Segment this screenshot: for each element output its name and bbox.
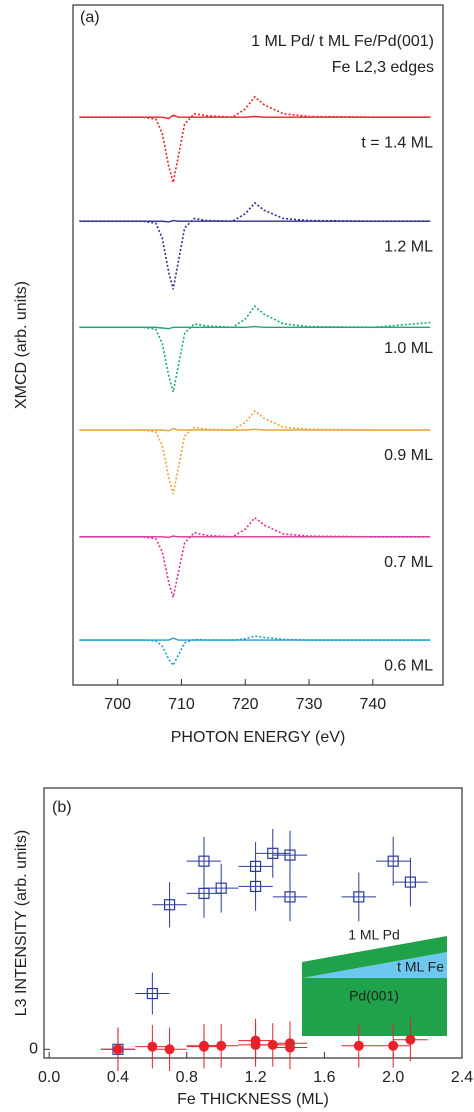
data-point: [112, 1044, 123, 1055]
data-point: [250, 1035, 261, 1046]
data-point: [198, 855, 210, 867]
data-point: [216, 1040, 227, 1051]
data-point: [284, 849, 296, 861]
x-axis-label: Fe THICKNESS (ML): [177, 1091, 329, 1108]
data-point: [147, 1041, 158, 1052]
spectrum-line: [79, 325, 431, 330]
x-tick-label: 2.4: [451, 1069, 473, 1086]
spectrum-line: [79, 305, 431, 393]
data-point: [267, 847, 279, 859]
title: 1 ML Pd/ t ML Fe/Pd(001): [251, 33, 434, 50]
panel-label: (a): [80, 9, 100, 26]
x-tick-label: 730: [296, 696, 323, 713]
inset-diagram: 1 ML Pd t ML Fe Pd(001): [302, 927, 447, 1036]
plot-frame: [43, 787, 463, 1059]
y-tick-label: 0: [29, 1041, 38, 1058]
x-tick-label: 1.2: [244, 1069, 266, 1086]
data-point: [405, 1034, 416, 1045]
data-point: [353, 1040, 364, 1051]
spectrum-line: [79, 637, 431, 641]
x-axis-label: PHOTON ENERGY (eV): [171, 729, 346, 746]
x-tick-label: 710: [168, 696, 195, 713]
inset-label: t ML Fe: [397, 959, 444, 975]
pd-overlayer: [302, 936, 447, 978]
data-point: [249, 880, 262, 893]
trace-label: 0.7 ML: [384, 554, 433, 571]
y-axis-label: L3 INTENSITY (arb. units): [13, 830, 30, 1016]
panel-label: (b): [52, 799, 72, 816]
data-point: [163, 899, 176, 911]
trace-label: 1.0 ML: [384, 340, 433, 357]
data-point: [388, 1040, 399, 1051]
spectrum-line: [79, 409, 431, 495]
data-point: [198, 1041, 209, 1052]
substrate: [302, 978, 447, 1036]
spectrum-line: [79, 427, 431, 432]
data-point: [215, 882, 227, 894]
spectrum-line: [79, 95, 431, 183]
data-point: [387, 855, 399, 867]
data-point: [353, 891, 365, 903]
spectrum-line: [79, 201, 431, 290]
trace-label: t = 1.4 ML: [361, 134, 433, 151]
data-point: [146, 987, 158, 1000]
data-point: [284, 891, 296, 903]
data-point: [284, 1042, 295, 1053]
spectrum-line: [79, 535, 431, 539]
trace-label: 0.6 ML: [384, 657, 433, 674]
spectrum-line: [79, 516, 431, 598]
data-point: [404, 876, 416, 888]
spectrum-line: [79, 219, 431, 223]
x-tick-label: 1.6: [313, 1069, 335, 1086]
y-axis-label: XMCD (arb. units): [13, 281, 30, 409]
x-tick-label: 0.4: [107, 1069, 129, 1086]
spectrum-line: [79, 114, 431, 120]
inset-label: 1 ML Pd: [348, 927, 400, 943]
data-point: [164, 1044, 175, 1055]
inset-label: Pd(001): [349, 988, 399, 1004]
x-tick-label: 0.0: [38, 1069, 60, 1086]
x-tick-label: 720: [232, 696, 259, 713]
x-tick-label: 740: [359, 696, 386, 713]
x-tick-label: 2.0: [382, 1069, 404, 1086]
x-tick-label: 700: [104, 696, 131, 713]
data-point: [267, 1039, 278, 1050]
trace-label: 1.2 ML: [384, 238, 433, 255]
x-tick-label: 0.8: [176, 1069, 198, 1086]
trace-label: 0.9 ML: [384, 447, 433, 464]
plot-frame: [72, 4, 444, 686]
subtitle: Fe L2,3 edges: [332, 59, 434, 76]
